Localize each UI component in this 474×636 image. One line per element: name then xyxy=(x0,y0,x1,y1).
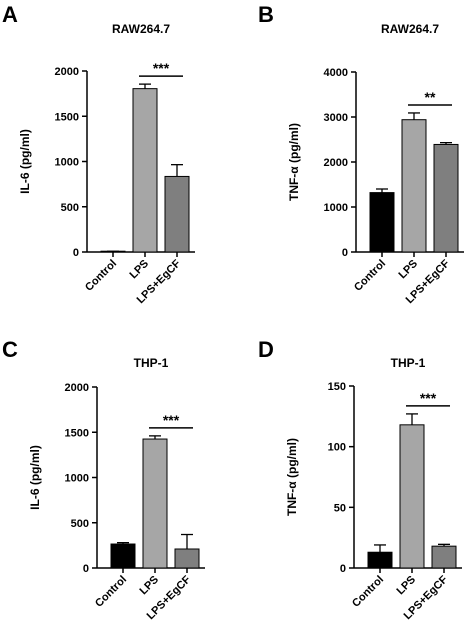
y-tick-label: 50 xyxy=(334,502,346,514)
y-tick-label: 1000 xyxy=(65,473,89,485)
bar xyxy=(433,143,459,253)
significance-label: *** xyxy=(420,390,437,406)
category-label: Control xyxy=(352,258,388,294)
bar xyxy=(367,551,393,569)
y-tick-label: 0 xyxy=(342,247,348,259)
chart-panel-a: A RAW264.7 IL-6 (pg/ml) 0 500 1000 1500 2000 Con… xyxy=(2,2,195,306)
chart-panel-b: B RAW264.7 TNF-α (pg/ml) 0 1000 2000 3000 4000 C… xyxy=(258,2,464,306)
bar xyxy=(174,548,200,569)
y-tick-label: 500 xyxy=(71,518,89,530)
significance-label: *** xyxy=(153,60,170,76)
category-label: LPS xyxy=(394,574,418,598)
bar xyxy=(142,438,168,569)
y-tick-label: 0 xyxy=(340,563,346,575)
bar xyxy=(399,424,425,569)
chart-title: THP-1 xyxy=(391,356,426,370)
category-label: Control xyxy=(350,574,386,610)
chart-panel-c: C THP-1 IL-6 (pg/ml) 0 500 1000 1500 2000 Contro… xyxy=(2,337,205,622)
y-tick-label: 1000 xyxy=(55,157,79,169)
y-axis-label: TNF-α (pg/ml) xyxy=(285,438,299,516)
panel-letter: D xyxy=(258,337,274,362)
y-tick-label: 4000 xyxy=(324,67,348,79)
category-label: LPS xyxy=(396,258,420,282)
y-tick-label: 0 xyxy=(83,563,89,575)
y-tick-label: 500 xyxy=(61,202,79,214)
category-label: Control xyxy=(93,574,129,610)
category-label: Control xyxy=(83,258,119,294)
bar xyxy=(431,545,457,569)
y-tick-label: 1000 xyxy=(324,202,348,214)
y-tick-label: 1500 xyxy=(65,427,89,439)
category-label: LPS xyxy=(127,258,151,282)
y-axis-label: IL-6 (pg/ml) xyxy=(18,129,32,194)
significance-label: *** xyxy=(163,412,180,428)
y-tick-label: 150 xyxy=(328,381,346,393)
bar xyxy=(401,119,427,253)
bar xyxy=(164,175,190,253)
y-axis-label: IL-6 (pg/ml) xyxy=(28,445,42,510)
y-tick-label: 0 xyxy=(73,247,79,259)
chart-title: RAW264.7 xyxy=(381,22,439,36)
y-tick-label: 2000 xyxy=(55,66,79,78)
bar xyxy=(132,88,158,253)
y-axis-label: TNF-α (pg/ml) xyxy=(287,123,301,201)
bar xyxy=(369,192,395,253)
chart-title: RAW264.7 xyxy=(112,22,170,36)
bar xyxy=(110,543,136,569)
y-tick-label: 3000 xyxy=(324,112,348,124)
significance-label: ** xyxy=(425,89,436,105)
y-tick-label: 2000 xyxy=(324,157,348,169)
panel-letter: A xyxy=(2,2,18,27)
panel-letter: B xyxy=(258,2,274,27)
y-tick-label: 1500 xyxy=(55,111,79,123)
category-label: LPS xyxy=(137,574,161,598)
y-tick-label: 100 xyxy=(328,442,346,454)
chart-title: THP-1 xyxy=(134,356,169,370)
panel-letter: C xyxy=(2,337,18,362)
y-tick-label: 2000 xyxy=(65,382,89,394)
